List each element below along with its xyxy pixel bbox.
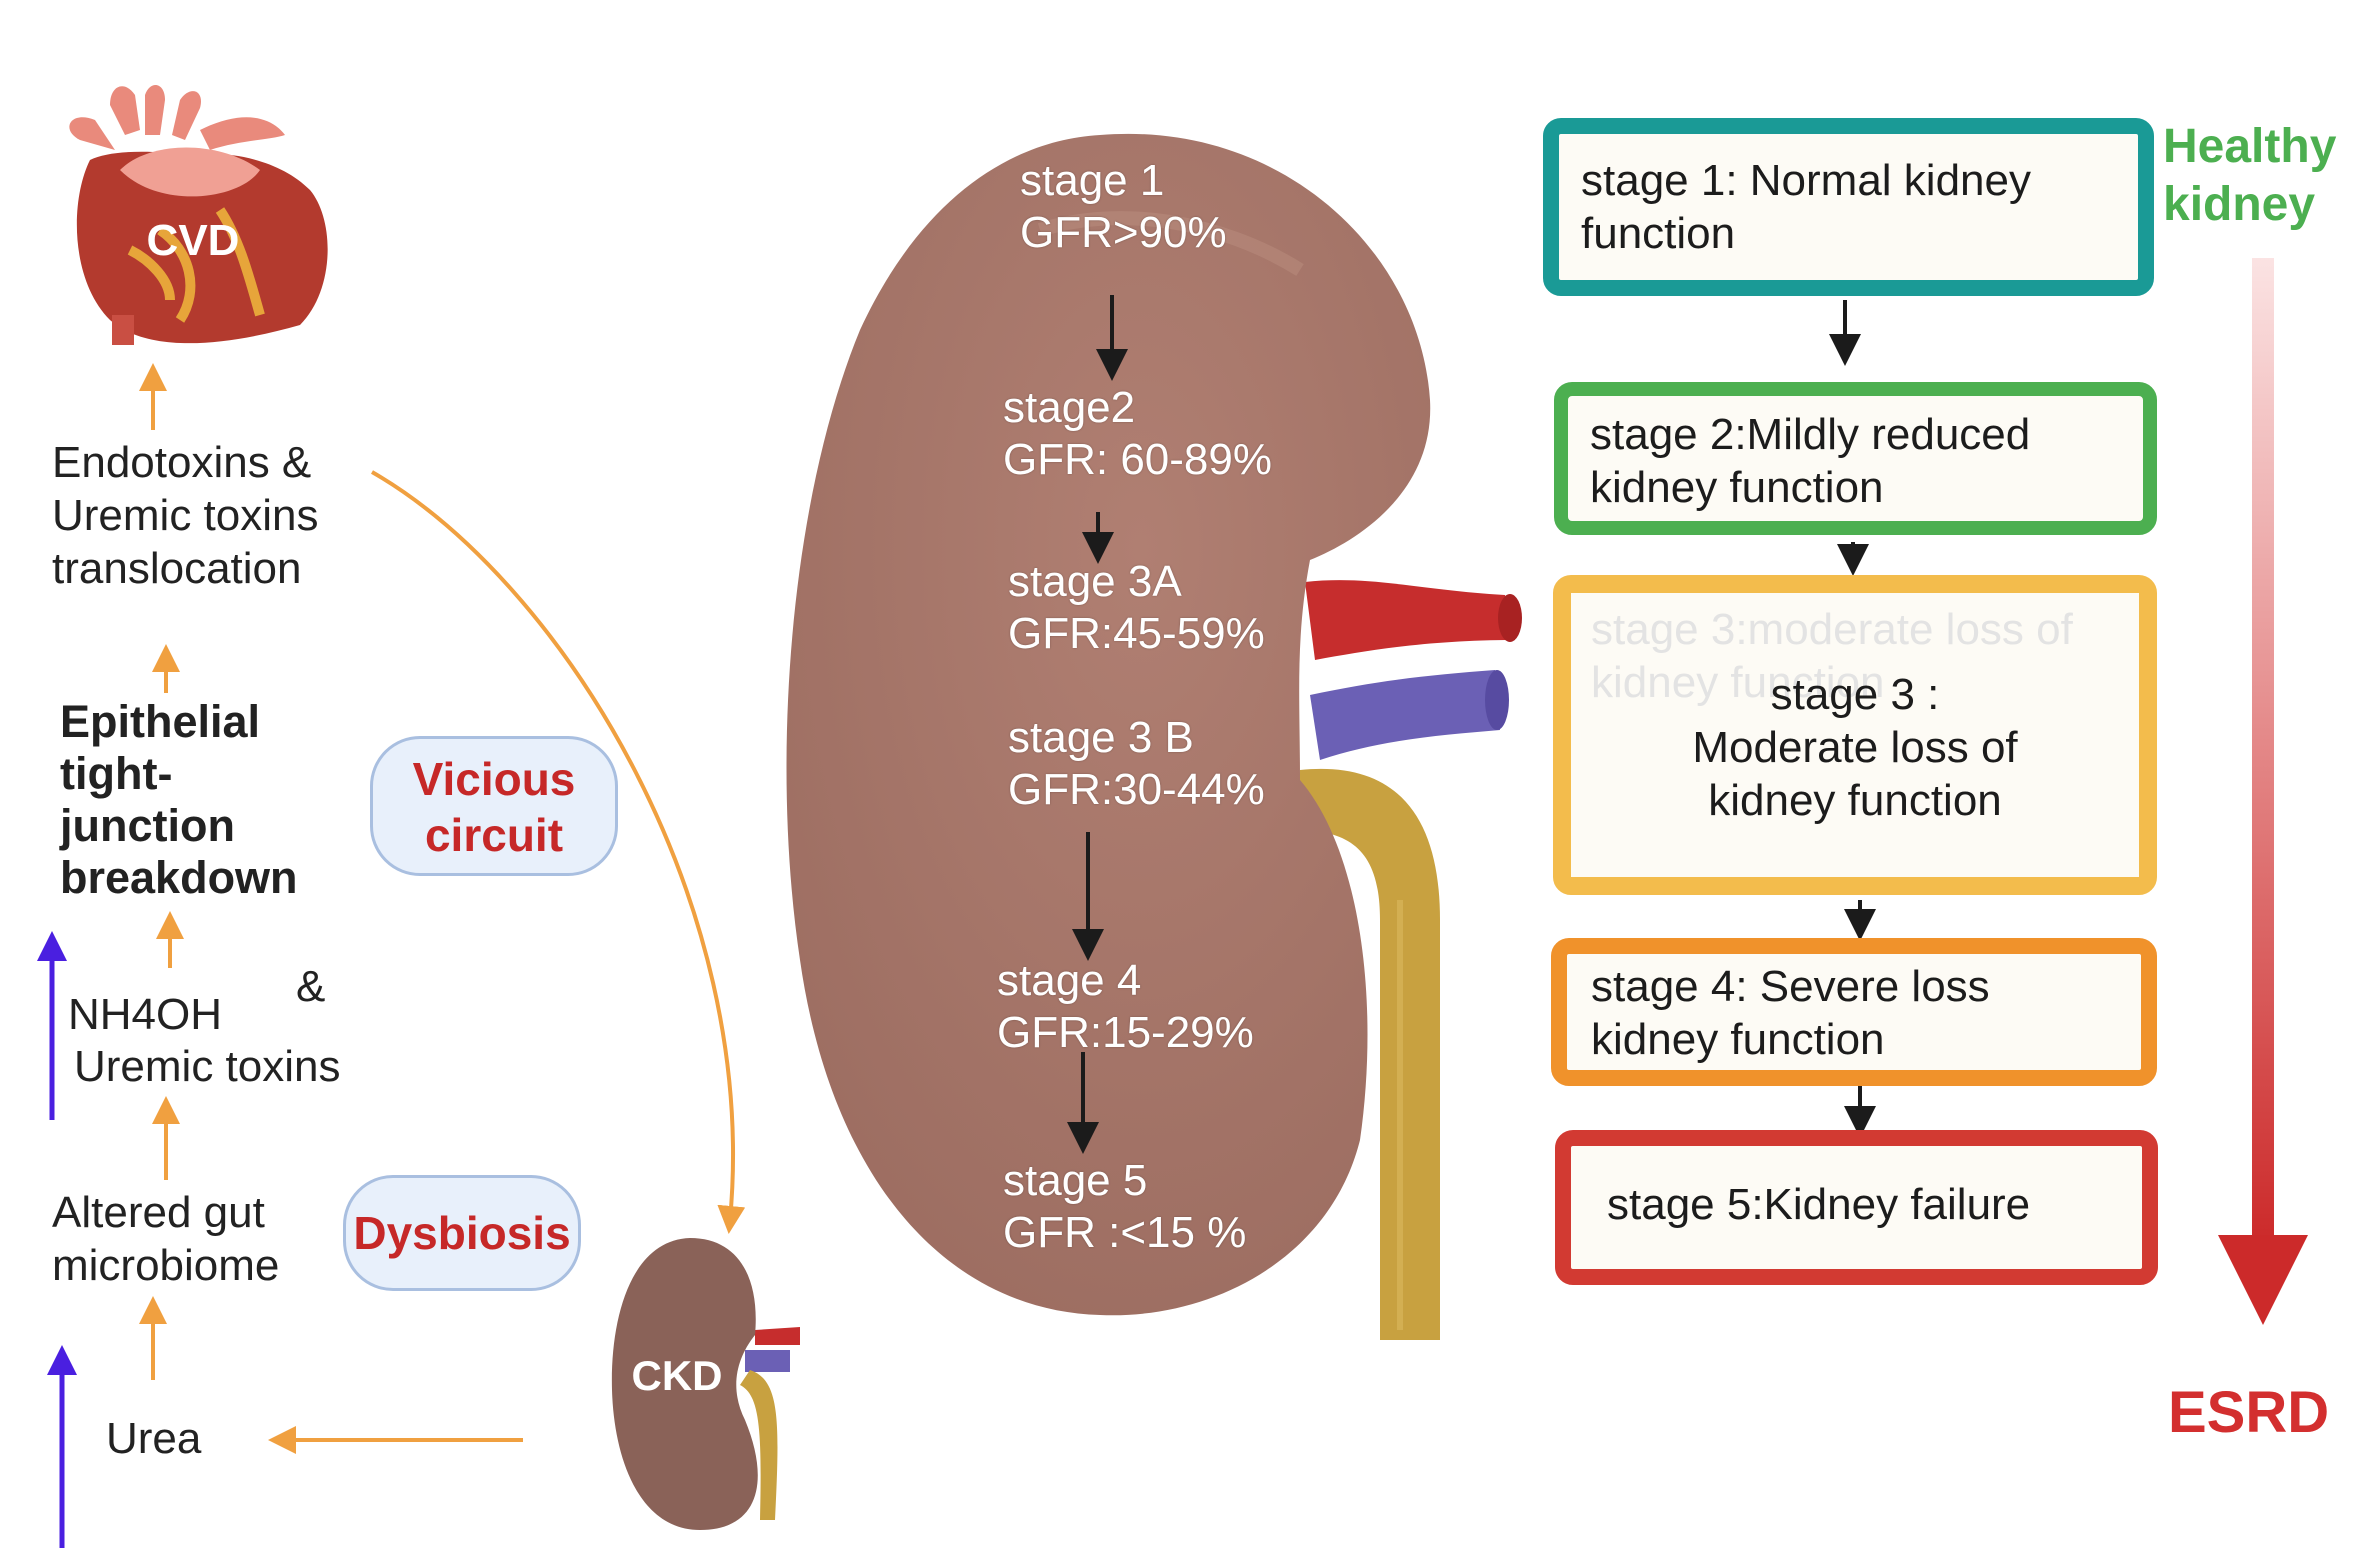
heart-icon: CVD bbox=[69, 84, 328, 345]
kidney-body bbox=[786, 133, 1431, 1316]
stage-box-4: stage 4: Severe loss kidney function bbox=[1551, 938, 2157, 1086]
small-kidney-icon: CKD bbox=[611, 1238, 800, 1530]
kidney-stage-2: stage2 GFR: 60-89% bbox=[1003, 383, 1272, 484]
esrd-label: ESRD bbox=[2168, 1380, 2330, 1445]
endotoxins-label: Endotoxins & Uremic toxins translocation bbox=[52, 438, 319, 593]
kidney-stage-1: stage 1 GFR>90% bbox=[1020, 156, 1227, 257]
stage-box-5-text: stage 5:Kidney failure bbox=[1607, 1180, 2031, 1229]
stage-box-4-text: stage 4: Severe loss kidney function bbox=[1591, 962, 1990, 1064]
stage-box-3: stage 3:moderate loss of kidney function… bbox=[1553, 575, 2157, 895]
vicious-circuit-badge: Vicious circuit bbox=[370, 736, 618, 876]
dysbiosis-badge: Dysbiosis bbox=[343, 1175, 581, 1291]
stage-box-2-text: stage 2:Mildly reduced kidney function bbox=[1590, 410, 2031, 512]
urea-label: Urea bbox=[106, 1414, 202, 1463]
kidney-stage-4: stage 4 GFR:15-29% bbox=[997, 956, 1254, 1057]
epithelial-breakdown-label: Epithelial tight- junction breakdown bbox=[60, 696, 298, 903]
ampersand-label: & bbox=[296, 962, 326, 1011]
left-flow-arrows bbox=[37, 363, 746, 1548]
nh4oh-label: NH4OH bbox=[68, 990, 223, 1039]
stage-box-3-text: stage 3 : Moderate loss of kidney functi… bbox=[1692, 670, 2018, 825]
ckd-label: CKD bbox=[632, 1352, 723, 1399]
renal-vein bbox=[1310, 670, 1500, 760]
large-kidney-illustration bbox=[786, 133, 1522, 1340]
altered-gut-label: Altered gut microbiome bbox=[52, 1188, 280, 1290]
kidney-stage-3b: stage 3 B GFR:30-44% bbox=[1008, 713, 1265, 814]
renal-artery bbox=[1305, 580, 1515, 660]
severity-gradient-arrow bbox=[2218, 258, 2308, 1325]
kidney-stage-5: stage 5 GFR :<15 % bbox=[1003, 1156, 1247, 1257]
arrow-endotoxins-to-ckd bbox=[371, 470, 746, 1234]
cvd-label: CVD bbox=[147, 216, 240, 265]
kidney-stage-3a: stage 3A GFR:45-59% bbox=[1008, 557, 1265, 658]
stage-box-3-ghost-text: stage 3:moderate loss of kidney function bbox=[1591, 605, 2073, 707]
ureter bbox=[1295, 768, 1440, 1340]
uremic-toxins-label: Uremic toxins bbox=[74, 1042, 341, 1091]
stage-box-5: stage 5:Kidney failure bbox=[1555, 1130, 2158, 1285]
stage-box-2: stage 2:Mildly reduced kidney function bbox=[1554, 382, 2157, 535]
stage-box-1: stage 1: Normal kidney function bbox=[1543, 118, 2154, 296]
stage-box-1-text: stage 1: Normal kidney function bbox=[1581, 156, 2031, 258]
healthy-kidney-label: Healthy kidney bbox=[2163, 120, 2337, 231]
